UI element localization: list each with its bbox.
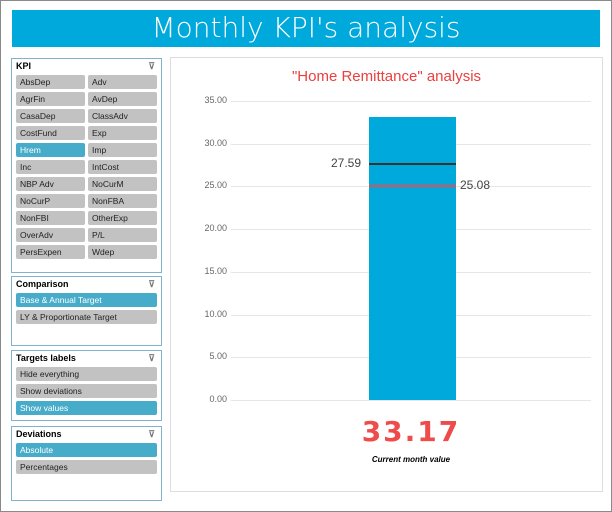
y-tick-label: 20.00 (204, 223, 227, 234)
clear-filter-icon[interactable]: ⊽ (148, 429, 155, 439)
slicer-item[interactable]: CostFund (16, 126, 85, 140)
slicer-item[interactable]: ClassAdv (88, 109, 157, 123)
slicer-item[interactable]: NoCurP (16, 194, 85, 208)
slicer-comparison: Comparison ⊽ Base & Annual Target LY & Prop… (11, 276, 162, 346)
slicer-title-text: KPI (16, 61, 32, 71)
slicer-item[interactable]: LY & Proportionate Target (16, 310, 157, 324)
slicer-item[interactable]: NBP Adv (16, 177, 85, 191)
chart-panel: "Home Remittance" analysis 33.17 Current… (170, 57, 603, 492)
slicer-targets-labels: Targets labels ⊽ Hide everything Show devia… (11, 350, 162, 421)
slicer-item[interactable]: Percentages (16, 460, 157, 474)
slicer-item[interactable]: Show values (16, 401, 157, 415)
slicer-title: KPI ⊽ (12, 59, 161, 73)
clear-filter-icon[interactable]: ⊽ (148, 279, 155, 289)
slicer-title: Comparison ⊽ (12, 277, 161, 291)
slicer-item[interactable]: Imp (88, 143, 157, 157)
target-line (369, 184, 456, 187)
slicer-title-text: Deviations (16, 429, 62, 439)
current-value-caption: Current month value (371, 455, 451, 464)
y-tick-label: 15.00 (204, 265, 227, 276)
slicer-item[interactable]: Hide everything (16, 367, 157, 381)
slicer-title: Deviations ⊽ (12, 427, 161, 441)
y-tick-label: 10.00 (204, 308, 227, 319)
slicer-item[interactable]: AbsDep (16, 75, 85, 89)
slicer-item[interactable]: Hrem (16, 143, 85, 157)
slicer-item[interactable]: Show deviations (16, 384, 157, 398)
target-label: 25.08 (460, 177, 491, 192)
value-bar (369, 116, 456, 400)
slicer-title: Targets labels ⊽ (12, 351, 161, 365)
slicer-item[interactable]: NonFBI (16, 211, 85, 225)
slicer-item[interactable]: OverAdv (16, 228, 85, 242)
slicer-kpi: KPI ⊽ AbsDep Adv AgrFin AvDep CasaDep ClassAdv C… (11, 58, 162, 273)
clear-filter-icon[interactable]: ⊽ (148, 61, 155, 71)
slicer-item[interactable]: IntCost (88, 160, 157, 174)
slicer-item[interactable]: PersExpen (16, 245, 85, 259)
y-tick-label: 35.00 (204, 95, 227, 105)
clear-filter-icon[interactable]: ⊽ (148, 353, 155, 363)
slicer-item[interactable]: Exp (88, 126, 157, 140)
y-tick-label: 25.00 (204, 180, 227, 191)
current-value: 33.17 (361, 415, 461, 448)
y-tick-label: 0.00 (209, 394, 227, 404)
slicer-deviations: Deviations ⊽ Absolute Percentages (11, 426, 162, 501)
slicer-item[interactable]: Adv (88, 75, 157, 89)
target-label: 27.59 (331, 156, 362, 171)
slicer-item[interactable]: NonFBA (88, 194, 157, 208)
gridline (231, 101, 591, 102)
slicer-item[interactable]: NoCurM (88, 177, 157, 191)
target-line (369, 163, 456, 166)
slicer-title-text: Comparison (16, 279, 69, 289)
slicer-item[interactable]: Inc (16, 160, 85, 174)
slicer-item[interactable]: AvDep (88, 92, 157, 106)
gridline (231, 400, 591, 401)
y-tick-label: 5.00 (209, 351, 227, 362)
y-tick-label: 30.00 (204, 137, 227, 148)
slicer-item[interactable]: AgrFin (16, 92, 85, 106)
slicer-title-text: Targets labels (16, 353, 76, 363)
slicer-item[interactable]: P/L (88, 228, 157, 242)
slicer-item[interactable]: Base & Annual Target (16, 293, 157, 307)
slicer-item[interactable]: CasaDep (16, 109, 85, 123)
chart-title: "Home Remittance" analysis (291, 68, 482, 85)
slicer-item[interactable]: OtherExp (88, 211, 157, 225)
page-title: Monthly KPI's analysis (12, 10, 600, 47)
slicer-item[interactable]: Absolute (16, 443, 157, 457)
slicer-item[interactable]: Wdep (88, 245, 157, 259)
